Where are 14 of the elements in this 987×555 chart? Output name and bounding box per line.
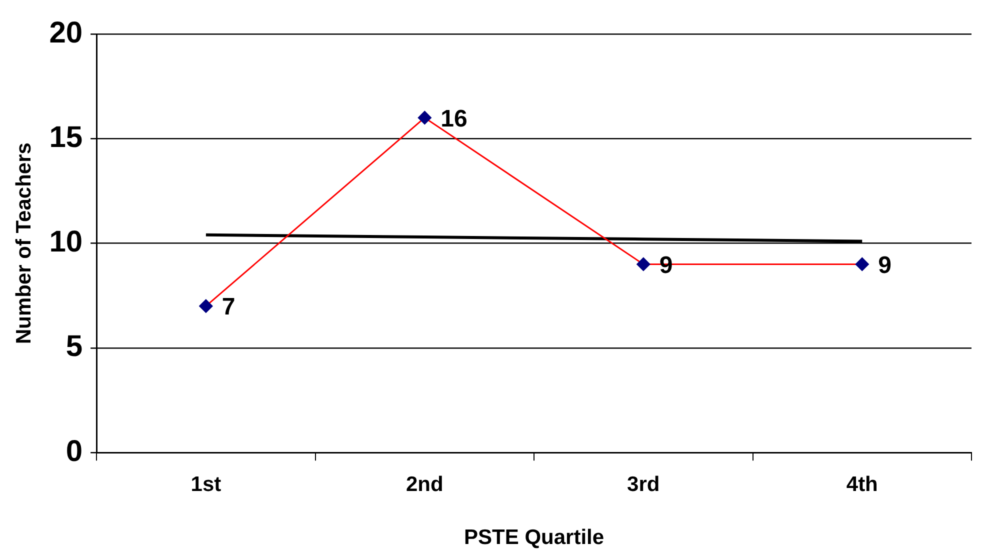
y-tick-label: 5 bbox=[66, 330, 83, 364]
data-label: 16 bbox=[440, 105, 468, 132]
y-tick-label: 20 bbox=[49, 16, 83, 50]
x-tick-label: 4th bbox=[846, 472, 878, 496]
y-tick-label: 15 bbox=[49, 120, 83, 154]
x-tick-label: 3rd bbox=[627, 472, 660, 496]
y-tick-label: 0 bbox=[66, 434, 83, 468]
x-tick-label: 1st bbox=[190, 472, 222, 496]
data-label: 7 bbox=[222, 294, 236, 321]
y-tick-label: 10 bbox=[49, 226, 83, 259]
y-axis-title: Number of Teachers bbox=[12, 142, 36, 344]
x-axis-title: PSTE Quartile bbox=[464, 526, 604, 550]
x-tick-label: 2nd bbox=[406, 472, 444, 496]
data-label: 9 bbox=[878, 252, 892, 279]
